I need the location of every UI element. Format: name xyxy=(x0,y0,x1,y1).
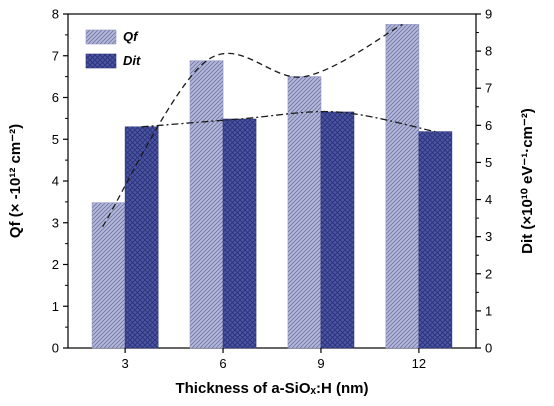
x-tick-label: 9 xyxy=(317,356,324,371)
left-tick-label: 2 xyxy=(52,257,59,272)
legend: Qf Dit xyxy=(85,29,141,69)
x-axis: 3 6 9 12 xyxy=(122,348,426,371)
left-tick-label: 8 xyxy=(52,7,59,22)
legend-swatch-qf xyxy=(85,29,117,45)
right-tick-label: 3 xyxy=(485,229,492,244)
right-y-axis: 0 1 2 3 4 5 6 7 8 9 xyxy=(476,7,492,356)
right-tick-label: 1 xyxy=(485,303,492,318)
bar-qf-9 xyxy=(287,76,322,349)
right-tick-label: 8 xyxy=(485,44,492,59)
left-tick-label: 3 xyxy=(52,215,59,230)
right-tick-label: 4 xyxy=(485,192,492,207)
trend-lines xyxy=(102,23,436,228)
x-tick-label: 3 xyxy=(122,356,129,371)
bars xyxy=(91,24,453,349)
right-tick-label: 6 xyxy=(485,118,492,133)
left-tick-label: 6 xyxy=(52,90,59,105)
right-tick-label: 5 xyxy=(485,155,492,170)
left-tick-label: 5 xyxy=(52,132,59,147)
bar-dit-6 xyxy=(222,118,257,349)
right-tick-label: 0 xyxy=(485,341,492,356)
right-tick-label: 2 xyxy=(485,266,492,281)
bar-qf-12 xyxy=(385,24,420,349)
legend-swatch-dit xyxy=(85,53,117,69)
bar-dit-9 xyxy=(320,111,355,349)
left-y-axis: 0 1 2 3 4 5 6 7 8 xyxy=(52,7,68,356)
left-tick-label: 7 xyxy=(52,48,59,63)
x-tick-label: 6 xyxy=(219,356,226,371)
x-axis-title: Thickness of a-SiOₓ:H (nm) xyxy=(175,380,368,397)
trend-line-qf xyxy=(102,23,403,228)
x-tick-label: 12 xyxy=(412,356,426,371)
right-tick-label: 7 xyxy=(485,81,492,96)
bar-qf-6 xyxy=(189,60,224,349)
bar-dit-12 xyxy=(418,131,453,349)
legend-label-qf: Qf xyxy=(123,29,139,44)
right-y-axis-title: Dit (×10¹⁰ eV⁻¹·cm⁻²) xyxy=(519,108,536,254)
legend-label-dit: Dit xyxy=(123,53,141,68)
left-tick-label: 1 xyxy=(52,299,59,314)
left-tick-label: 4 xyxy=(52,174,59,189)
left-y-axis-title: Qf (× -10¹² cm⁻²) xyxy=(7,124,24,238)
left-tick-label: 0 xyxy=(52,341,59,356)
right-tick-label: 9 xyxy=(485,7,492,22)
bar-dit-3 xyxy=(124,126,159,349)
bar-qf-3 xyxy=(91,202,126,349)
trend-line-dit xyxy=(141,110,436,133)
